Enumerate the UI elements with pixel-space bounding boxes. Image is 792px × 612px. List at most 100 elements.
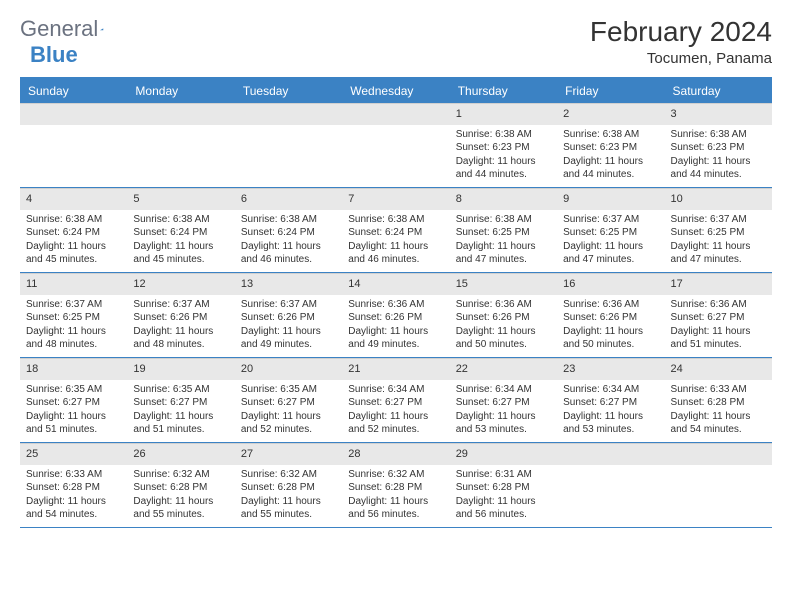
day-number: 17 [665, 273, 772, 295]
day-info: Sunrise: 6:35 AMSunset: 6:27 PMDaylight:… [127, 380, 234, 440]
day-info: Sunrise: 6:34 AMSunset: 6:27 PMDaylight:… [342, 380, 449, 440]
day-cell: 27Sunrise: 6:32 AMSunset: 6:28 PMDayligh… [235, 443, 342, 527]
day-cell: 12Sunrise: 6:37 AMSunset: 6:26 PMDayligh… [127, 273, 234, 357]
day-info: Sunrise: 6:36 AMSunset: 6:26 PMDaylight:… [557, 295, 664, 355]
day-cell: 17Sunrise: 6:36 AMSunset: 6:27 PMDayligh… [665, 273, 772, 357]
day-number: 21 [342, 358, 449, 380]
day-number: 13 [235, 273, 342, 295]
day-number: 5 [127, 188, 234, 210]
day-info: Sunrise: 6:38 AMSunset: 6:23 PMDaylight:… [557, 125, 664, 185]
day-cell: 15Sunrise: 6:36 AMSunset: 6:26 PMDayligh… [450, 273, 557, 357]
day-number: 18 [20, 358, 127, 380]
week-row: 4Sunrise: 6:38 AMSunset: 6:24 PMDaylight… [20, 188, 772, 273]
logo-blue: Blue [30, 42, 78, 67]
day-number: 25 [20, 443, 127, 465]
day-number: 28 [342, 443, 449, 465]
day-info: Sunrise: 6:35 AMSunset: 6:27 PMDaylight:… [20, 380, 127, 440]
day-number: 20 [235, 358, 342, 380]
day-number: 6 [235, 188, 342, 210]
day-info: Sunrise: 6:38 AMSunset: 6:24 PMDaylight:… [127, 210, 234, 270]
day-info: Sunrise: 6:38 AMSunset: 6:24 PMDaylight:… [342, 210, 449, 270]
month-title: February 2024 [590, 16, 772, 48]
day-number: 19 [127, 358, 234, 380]
week-row: 11Sunrise: 6:37 AMSunset: 6:25 PMDayligh… [20, 273, 772, 358]
logo: General [20, 16, 122, 42]
day-cell: 19Sunrise: 6:35 AMSunset: 6:27 PMDayligh… [127, 358, 234, 442]
day-cell: 24Sunrise: 6:33 AMSunset: 6:28 PMDayligh… [665, 358, 772, 442]
day-number: 12 [127, 273, 234, 295]
day-number: 8 [450, 188, 557, 210]
day-info: Sunrise: 6:32 AMSunset: 6:28 PMDaylight:… [235, 465, 342, 525]
week-row: 18Sunrise: 6:35 AMSunset: 6:27 PMDayligh… [20, 358, 772, 443]
logo-triangle-icon [100, 21, 103, 37]
day-number: 3 [665, 103, 772, 125]
day-info: Sunrise: 6:34 AMSunset: 6:27 PMDaylight:… [450, 380, 557, 440]
day-number [127, 103, 234, 125]
day-cell [20, 103, 127, 187]
day-info: Sunrise: 6:31 AMSunset: 6:28 PMDaylight:… [450, 465, 557, 525]
day-cell: 26Sunrise: 6:32 AMSunset: 6:28 PMDayligh… [127, 443, 234, 527]
day-number: 10 [665, 188, 772, 210]
location: Tocumen, Panama [590, 50, 772, 67]
title-block: February 2024 Tocumen, Panama [590, 16, 772, 67]
day-cell: 18Sunrise: 6:35 AMSunset: 6:27 PMDayligh… [20, 358, 127, 442]
day-header-wednesday: Wednesday [342, 79, 449, 103]
day-cell: 16Sunrise: 6:36 AMSunset: 6:26 PMDayligh… [557, 273, 664, 357]
header: General February 2024 Tocumen, Panama [20, 16, 772, 67]
day-cell [127, 103, 234, 187]
day-number: 1 [450, 103, 557, 125]
day-number: 4 [20, 188, 127, 210]
day-info: Sunrise: 6:37 AMSunset: 6:25 PMDaylight:… [20, 295, 127, 355]
day-cell: 8Sunrise: 6:38 AMSunset: 6:25 PMDaylight… [450, 188, 557, 272]
day-number [342, 103, 449, 125]
day-cell: 25Sunrise: 6:33 AMSunset: 6:28 PMDayligh… [20, 443, 127, 527]
day-cell: 9Sunrise: 6:37 AMSunset: 6:25 PMDaylight… [557, 188, 664, 272]
day-info: Sunrise: 6:32 AMSunset: 6:28 PMDaylight:… [342, 465, 449, 525]
day-number: 24 [665, 358, 772, 380]
day-info: Sunrise: 6:37 AMSunset: 6:25 PMDaylight:… [665, 210, 772, 270]
day-number: 16 [557, 273, 664, 295]
day-cell: 22Sunrise: 6:34 AMSunset: 6:27 PMDayligh… [450, 358, 557, 442]
day-cell [235, 103, 342, 187]
day-info: Sunrise: 6:34 AMSunset: 6:27 PMDaylight:… [557, 380, 664, 440]
day-cell: 5Sunrise: 6:38 AMSunset: 6:24 PMDaylight… [127, 188, 234, 272]
day-info: Sunrise: 6:38 AMSunset: 6:24 PMDaylight:… [20, 210, 127, 270]
day-info: Sunrise: 6:33 AMSunset: 6:28 PMDaylight:… [20, 465, 127, 525]
day-cell: 7Sunrise: 6:38 AMSunset: 6:24 PMDaylight… [342, 188, 449, 272]
day-info: Sunrise: 6:33 AMSunset: 6:28 PMDaylight:… [665, 380, 772, 440]
day-cell [342, 103, 449, 187]
day-number: 14 [342, 273, 449, 295]
day-number [557, 443, 664, 465]
day-number: 7 [342, 188, 449, 210]
day-info: Sunrise: 6:32 AMSunset: 6:28 PMDaylight:… [127, 465, 234, 525]
day-cell: 6Sunrise: 6:38 AMSunset: 6:24 PMDaylight… [235, 188, 342, 272]
day-header-saturday: Saturday [665, 79, 772, 103]
day-info: Sunrise: 6:38 AMSunset: 6:23 PMDaylight:… [450, 125, 557, 185]
day-cell: 29Sunrise: 6:31 AMSunset: 6:28 PMDayligh… [450, 443, 557, 527]
day-header-thursday: Thursday [450, 79, 557, 103]
day-number: 23 [557, 358, 664, 380]
day-cell [665, 443, 772, 527]
day-header-tuesday: Tuesday [235, 79, 342, 103]
day-number: 27 [235, 443, 342, 465]
day-number: 9 [557, 188, 664, 210]
day-cell: 1Sunrise: 6:38 AMSunset: 6:23 PMDaylight… [450, 103, 557, 187]
day-header-monday: Monday [127, 79, 234, 103]
day-info: Sunrise: 6:38 AMSunset: 6:24 PMDaylight:… [235, 210, 342, 270]
day-cell: 14Sunrise: 6:36 AMSunset: 6:26 PMDayligh… [342, 273, 449, 357]
day-cell [557, 443, 664, 527]
day-number: 11 [20, 273, 127, 295]
day-cell: 3Sunrise: 6:38 AMSunset: 6:23 PMDaylight… [665, 103, 772, 187]
day-number [20, 103, 127, 125]
day-number: 15 [450, 273, 557, 295]
day-info: Sunrise: 6:35 AMSunset: 6:27 PMDaylight:… [235, 380, 342, 440]
day-info: Sunrise: 6:36 AMSunset: 6:26 PMDaylight:… [450, 295, 557, 355]
day-number: 22 [450, 358, 557, 380]
logo-general: General [20, 16, 98, 42]
day-cell: 10Sunrise: 6:37 AMSunset: 6:25 PMDayligh… [665, 188, 772, 272]
day-cell: 20Sunrise: 6:35 AMSunset: 6:27 PMDayligh… [235, 358, 342, 442]
day-info: Sunrise: 6:36 AMSunset: 6:27 PMDaylight:… [665, 295, 772, 355]
day-info: Sunrise: 6:37 AMSunset: 6:25 PMDaylight:… [557, 210, 664, 270]
day-info: Sunrise: 6:38 AMSunset: 6:23 PMDaylight:… [665, 125, 772, 185]
day-info: Sunrise: 6:37 AMSunset: 6:26 PMDaylight:… [235, 295, 342, 355]
